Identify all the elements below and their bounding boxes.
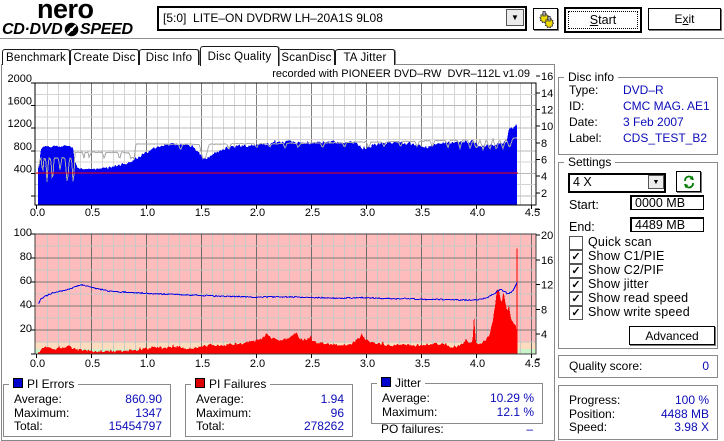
- svg-text:0.0: 0.0: [30, 207, 45, 219]
- svg-text:4.0: 4.0: [470, 207, 485, 219]
- svg-text:1.5: 1.5: [195, 207, 210, 219]
- svg-text:0.5: 0.5: [85, 358, 100, 370]
- svg-text:3.5: 3.5: [415, 358, 430, 370]
- svg-text:4: 4: [541, 171, 547, 183]
- svg-text:1200: 1200: [8, 118, 32, 130]
- svg-text:12: 12: [541, 280, 553, 292]
- svg-text:1.0: 1.0: [140, 358, 155, 370]
- svg-text:10: 10: [541, 121, 553, 133]
- svg-text:2000: 2000: [8, 73, 32, 85]
- svg-text:3.0: 3.0: [360, 207, 375, 219]
- svg-text:2.5: 2.5: [305, 207, 320, 219]
- svg-text:0.0: 0.0: [30, 358, 45, 370]
- svg-text:1600: 1600: [8, 96, 32, 108]
- svg-text:20: 20: [20, 323, 32, 335]
- svg-text:80: 80: [20, 251, 32, 263]
- svg-text:8: 8: [541, 138, 547, 150]
- svg-text:20: 20: [541, 230, 553, 242]
- svg-text:100: 100: [14, 227, 32, 239]
- svg-text:recorded with PIONEER DVD–RW: recorded with PIONEER DVD–RW DVR–112L v1…: [272, 68, 530, 80]
- svg-text:2.5: 2.5: [305, 358, 320, 370]
- svg-text:16: 16: [541, 255, 553, 267]
- svg-text:1.0: 1.0: [140, 207, 155, 219]
- svg-text:2.0: 2.0: [250, 207, 265, 219]
- svg-text:12: 12: [541, 105, 553, 117]
- svg-text:40: 40: [20, 299, 32, 311]
- svg-text:60: 60: [20, 275, 32, 287]
- svg-text:3.0: 3.0: [360, 358, 375, 370]
- svg-text:2.0: 2.0: [250, 358, 265, 370]
- svg-text:4.0: 4.0: [470, 358, 485, 370]
- svg-text:1.5: 1.5: [195, 358, 210, 370]
- svg-text:4.5: 4.5: [525, 358, 540, 370]
- svg-text:4: 4: [541, 329, 547, 341]
- svg-text:3.5: 3.5: [415, 207, 430, 219]
- svg-text:6: 6: [541, 155, 547, 167]
- svg-text:400: 400: [14, 163, 32, 175]
- svg-text:800: 800: [14, 141, 32, 153]
- svg-text:16: 16: [541, 71, 553, 83]
- svg-text:0.5: 0.5: [85, 207, 100, 219]
- svg-text:14: 14: [541, 88, 553, 100]
- svg-text:4.5: 4.5: [525, 207, 540, 219]
- svg-text:8: 8: [541, 304, 547, 316]
- svg-text:2: 2: [541, 188, 547, 200]
